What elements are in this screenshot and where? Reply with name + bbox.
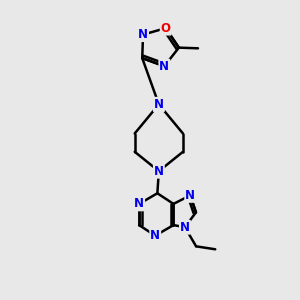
Text: N: N xyxy=(154,98,164,111)
Text: N: N xyxy=(150,229,160,242)
Text: N: N xyxy=(134,197,144,210)
Text: N: N xyxy=(154,98,164,111)
Text: N: N xyxy=(138,28,148,41)
Text: N: N xyxy=(180,221,190,234)
Text: N: N xyxy=(154,165,164,178)
Text: N: N xyxy=(185,189,195,202)
Text: O: O xyxy=(161,22,171,34)
Text: N: N xyxy=(159,60,170,73)
